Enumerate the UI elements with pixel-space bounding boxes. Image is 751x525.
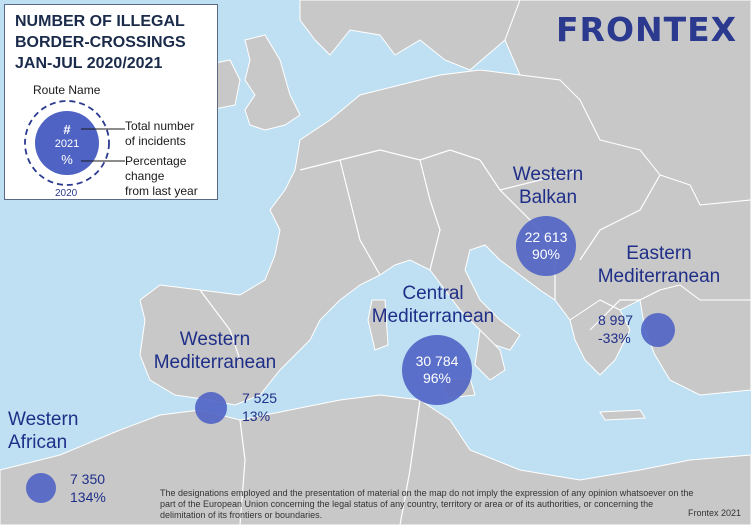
route-western-balkan-line-1: Western (512, 164, 584, 185)
legend-inner-2021-circle (35, 111, 99, 175)
bubble-central-med (402, 335, 472, 405)
legend-title-line-3: JAN-JUL 2020/2021 (15, 55, 163, 72)
route-eastern-med-line-1: Eastern (626, 243, 692, 264)
value-central-med: 30 784 96% (400, 353, 474, 387)
legend-outer-2020-circle (24, 100, 110, 186)
total-western-balkan: 22 613 (524, 229, 568, 245)
change-central-med: 96% (422, 370, 452, 386)
change-western-african: 134% (70, 489, 106, 505)
route-western-african: Western African (8, 408, 78, 454)
bubble-western-african (26, 473, 56, 503)
legend-year-2021: 2021 (54, 138, 80, 150)
legend-pct-label-1: Percentage change (125, 154, 187, 183)
change-eastern-med: -33% (598, 330, 631, 346)
land-greece (569, 299, 631, 376)
route-western-african-line-1: Western (8, 409, 79, 430)
total-central-med: 30 784 (415, 353, 459, 369)
bubble-western-balkan (516, 216, 576, 276)
legend-pct-label-2: from last year (125, 184, 198, 198)
land-north-africa (0, 394, 751, 525)
credit-text: Frontex 2021 (688, 508, 742, 518)
total-eastern-med: 8 997 (598, 312, 634, 328)
legend-pct-label: Percentage change from last year (125, 154, 225, 199)
land-turkey (639, 284, 751, 396)
route-eastern-med: Eastern Mediterranean (594, 242, 724, 288)
legend-percent: % (61, 152, 73, 167)
legend-box: NUMBER OF ILLEGAL BORDER-CROSSINGS JAN-J… (4, 4, 218, 200)
land-uk (244, 34, 301, 131)
land-crete (599, 409, 646, 421)
legend-year-2020: 2020 (55, 188, 78, 199)
legend-total-label-1: Total number (125, 119, 195, 133)
route-western-med-line-2: Mediterranean (153, 352, 277, 373)
frontex-logo: FRONTEX (556, 10, 738, 49)
route-western-med: Western Mediterranean (150, 328, 280, 374)
route-western-african-line-2: African (8, 432, 68, 453)
route-central-med-line-1: Central (402, 283, 464, 304)
legend-title-line-1: NUMBER OF ILLEGAL (15, 13, 185, 30)
value-western-med: 7 525 13% (242, 389, 277, 425)
route-central-med: Central Mediterranean (368, 282, 498, 328)
land-sardinia (367, 299, 389, 351)
legend-hash: # (63, 122, 71, 137)
legend-total-label: Total number of incidents (125, 119, 225, 149)
value-eastern-med: 8 997 -33% (598, 311, 633, 347)
route-eastern-med-line-2: Mediterranean (597, 266, 721, 287)
route-central-med-line-2: Mediterranean (371, 306, 495, 327)
legend-route-name: Route Name (33, 83, 101, 97)
disclaimer-text: The designations employed and the presen… (160, 488, 694, 520)
route-western-med-line-1: Western (179, 329, 251, 350)
bubble-eastern-med (641, 313, 675, 347)
total-western-african: 7 350 (70, 471, 106, 487)
change-western-balkan: 90% (531, 246, 561, 262)
legend-symbol (24, 100, 125, 186)
land-italy-south (474, 328, 506, 381)
legend-total-label-2: of incidents (125, 134, 186, 148)
route-western-balkan-line-2: Balkan (518, 187, 578, 208)
bubble-western-med (195, 392, 227, 424)
value-western-balkan: 22 613 90% (514, 229, 578, 263)
change-western-med: 13% (242, 408, 271, 424)
total-western-med: 7 525 (242, 390, 278, 406)
legend-title-line-2: BORDER-CROSSINGS (15, 34, 186, 51)
route-western-balkan: Western Balkan (508, 163, 588, 209)
value-western-african: 7 350 134% (70, 470, 106, 506)
legend-title: NUMBER OF ILLEGAL BORDER-CROSSINGS JAN-J… (15, 11, 219, 74)
land-continent (139, 69, 751, 406)
